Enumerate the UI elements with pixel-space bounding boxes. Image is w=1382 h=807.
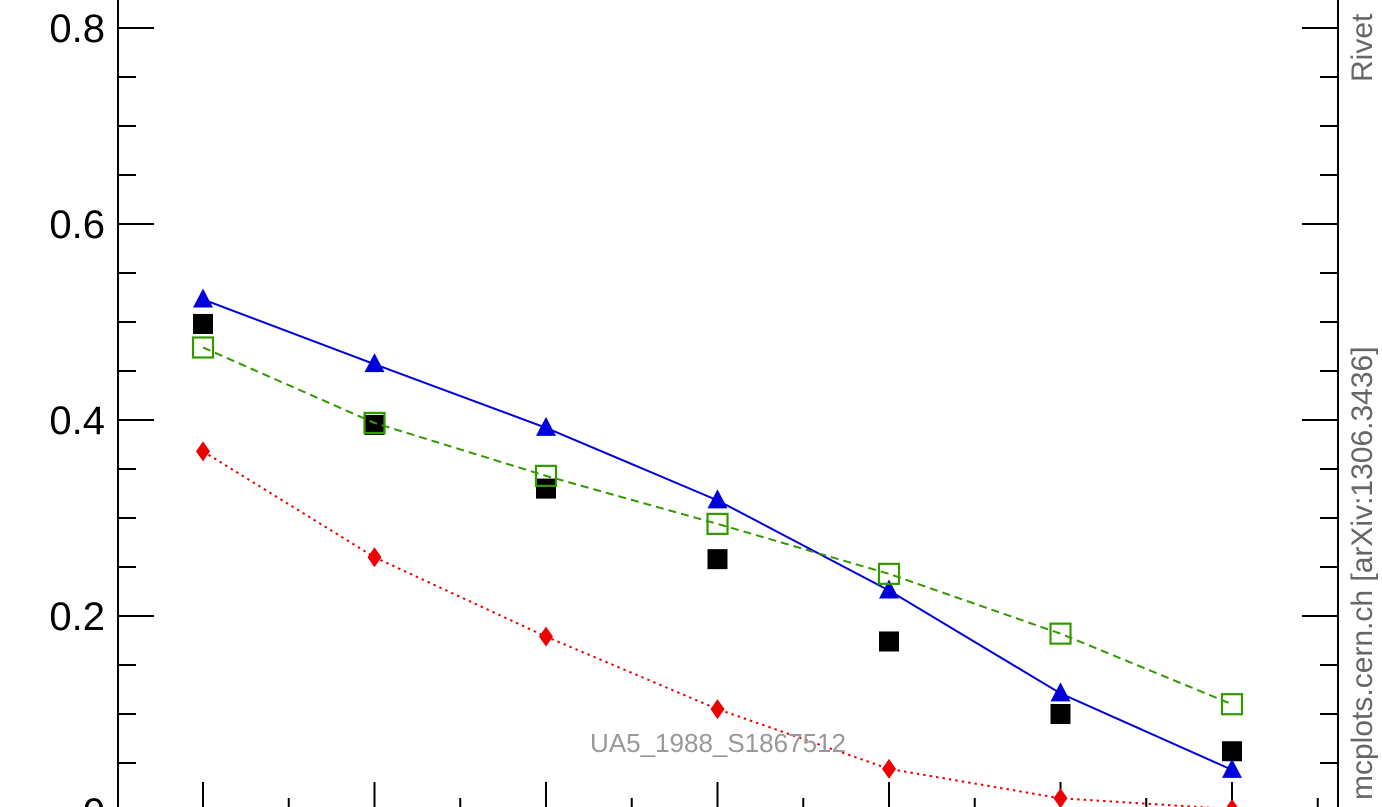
y-tick-label: 0.8	[49, 7, 105, 51]
data-point	[1220, 693, 1244, 716]
data-point	[877, 562, 901, 585]
y-tick-label: 0.2	[49, 595, 105, 639]
data-point	[707, 489, 728, 509]
data-point	[879, 579, 899, 599]
data-point	[191, 336, 215, 359]
data-point	[707, 549, 728, 570]
data-point	[363, 411, 386, 435]
series-3	[191, 336, 1244, 716]
data-point	[193, 288, 213, 308]
analysis-id-annotation: UA5_1988_S1867512	[590, 728, 846, 758]
data-point	[710, 699, 725, 720]
data-point	[364, 414, 385, 435]
data-point	[1222, 758, 1242, 778]
data-point	[706, 512, 729, 535]
data-point	[1050, 704, 1071, 724]
data-point	[1226, 799, 1238, 807]
data-point	[534, 464, 558, 487]
data-point	[1049, 622, 1072, 645]
plot-frame: 0 0.2 0.4 0.6 0.8	[49, 0, 1339, 807]
data-point	[879, 631, 899, 652]
mcplots-label: mcplots.cern.ch [arXiv:1306.3436]	[1346, 346, 1379, 800]
data-point	[536, 416, 556, 436]
data-point	[1053, 788, 1068, 807]
data-point	[536, 478, 556, 499]
y-tick-label: 0.6	[49, 203, 105, 247]
series-layer	[191, 288, 1244, 807]
series-1	[193, 313, 1242, 762]
series-4	[196, 441, 1238, 807]
data-point	[196, 441, 210, 462]
y-tick-label: 0	[83, 791, 105, 807]
series-2	[193, 288, 1242, 778]
data-point	[539, 626, 553, 647]
y-tick-label: 0.4	[49, 399, 105, 443]
series-line	[202, 346, 1233, 706]
data-point	[193, 313, 213, 334]
rivet-label: Rivet	[1346, 13, 1379, 82]
data-point	[367, 547, 382, 568]
data-point	[364, 353, 385, 373]
data-point	[1222, 741, 1242, 762]
data-point	[1050, 682, 1071, 702]
data-point	[882, 758, 896, 779]
